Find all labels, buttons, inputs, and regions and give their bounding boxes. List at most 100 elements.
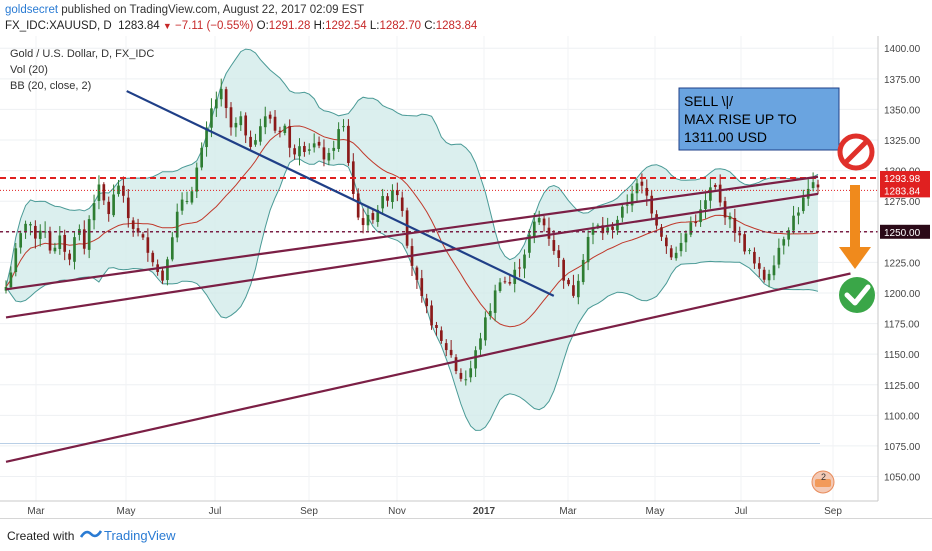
- candle-body: [107, 201, 111, 215]
- candle: [400, 191, 404, 217]
- candle-body: [621, 206, 624, 218]
- time-axis[interactable]: Mar May Jul Sep Nov 2017 Mar May Jul Sep: [27, 506, 842, 517]
- candle: [474, 346, 477, 378]
- candle-body: [733, 217, 737, 233]
- svg-text:2: 2: [821, 472, 826, 482]
- time-axis-label: 2017: [473, 506, 496, 517]
- candle: [674, 246, 678, 261]
- candle-body: [523, 254, 526, 269]
- price-axis-label: 1400.00: [884, 44, 921, 55]
- candle-body: [224, 89, 228, 109]
- candle: [591, 222, 595, 245]
- candle-body: [459, 372, 463, 379]
- candle: [322, 139, 326, 167]
- author-link[interactable]: goldsecret: [5, 4, 59, 16]
- candle: [263, 106, 267, 135]
- candle: [581, 254, 585, 285]
- candle: [464, 370, 468, 386]
- candle: [733, 208, 737, 242]
- candle-body: [361, 218, 365, 226]
- candle: [273, 110, 277, 134]
- candle-body: [542, 218, 546, 226]
- time-axis-label: Sep: [300, 506, 318, 517]
- candle-body: [537, 217, 541, 223]
- symbol-ohlc-bar: FX_IDC:XAUUSD, D 1283.84 ▼ −7.11 (−0.55%…: [5, 20, 477, 34]
- candle-body: [757, 263, 761, 269]
- price-axis-label: 1050.00: [884, 473, 921, 484]
- price-tag-bg: [880, 170, 930, 185]
- candle-body: [699, 209, 702, 223]
- publish-text: published on TradingView.com, August 22,…: [61, 4, 365, 16]
- candle: [293, 144, 296, 160]
- candle-body: [532, 221, 536, 237]
- candle-body: [806, 188, 810, 199]
- candle: [498, 278, 502, 293]
- candle: [19, 230, 23, 254]
- sell-annotation-box[interactable]: SELL \|/ MAX RISE UP TO 1311.00 USD: [678, 87, 840, 151]
- candle-body: [190, 191, 194, 203]
- candle-body: [552, 240, 556, 251]
- tradingview-brand-link[interactable]: TradingView: [104, 528, 176, 543]
- candle: [454, 354, 458, 375]
- candle-body: [645, 187, 649, 196]
- candle-body: [14, 248, 18, 273]
- price-axis-label: 1225.00: [884, 258, 921, 269]
- tradingview-logo-icon[interactable]: [80, 527, 102, 541]
- price-axis[interactable]: 1050.00 1075.00 1100.00 1125.00 1150.00 1175.…: [884, 44, 921, 483]
- annotation-line-1: SELL \|/: [684, 93, 733, 109]
- candle: [175, 203, 179, 243]
- candle: [630, 185, 634, 213]
- candle-body: [444, 343, 448, 351]
- candle-body: [484, 317, 487, 341]
- candle: [53, 242, 57, 254]
- candle-body: [200, 147, 203, 168]
- candle-body: [102, 184, 106, 201]
- price-chart[interactable]: 1050.00 1075.00 1100.00 1125.00 1150.00 1175.…: [0, 36, 932, 518]
- candle-body: [528, 234, 531, 253]
- candle-body: [674, 252, 678, 259]
- candle: [493, 284, 497, 322]
- candle-body: [655, 214, 658, 226]
- price-tag-label: 1293.98: [884, 174, 921, 185]
- last-price: 1283.84: [118, 20, 160, 32]
- candle-body: [709, 187, 712, 201]
- candle: [126, 189, 130, 228]
- candle-body: [117, 185, 120, 195]
- candle-body: [743, 234, 746, 252]
- candle-body: [239, 116, 243, 126]
- candle: [361, 208, 365, 234]
- candle: [38, 224, 42, 247]
- candle: [762, 266, 766, 283]
- candle-body: [376, 209, 380, 223]
- candle-body: [601, 225, 605, 234]
- candle-body: [136, 228, 140, 233]
- candle: [459, 368, 463, 382]
- candle-body: [762, 269, 766, 280]
- candle-body: [386, 196, 389, 201]
- candle: [444, 339, 448, 357]
- legend-title: Gold / U.S. Dollar, D, FX_IDC: [10, 48, 154, 60]
- candle: [748, 248, 751, 255]
- candle-body: [694, 221, 698, 224]
- candle: [136, 218, 140, 237]
- trend-lines[interactable]: [5, 90, 851, 463]
- candle: [234, 117, 238, 137]
- candle-body: [38, 230, 42, 239]
- candle: [787, 227, 790, 247]
- candle-body: [503, 281, 507, 283]
- candle-body: [518, 267, 521, 269]
- candle: [312, 133, 316, 153]
- price-axis-label: 1275.00: [884, 197, 921, 208]
- events-icon[interactable]: 2: [811, 470, 835, 494]
- candle-body: [498, 282, 502, 291]
- open-label: O:: [256, 20, 269, 32]
- price-tag-bg: [880, 224, 930, 239]
- candle-body: [625, 204, 629, 206]
- candle-body: [288, 125, 292, 148]
- candle: [777, 238, 781, 269]
- candle: [82, 220, 86, 255]
- candle-body: [322, 147, 326, 160]
- candle-body: [684, 233, 688, 243]
- candle-body: [816, 184, 820, 188]
- candle: [797, 207, 800, 225]
